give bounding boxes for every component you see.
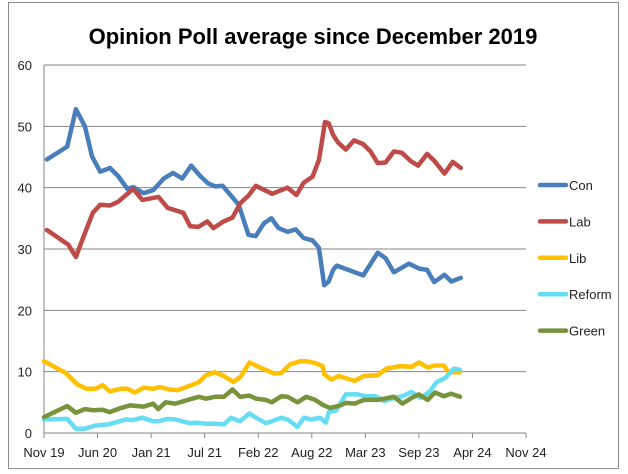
series-line-con bbox=[44, 106, 464, 288]
legend-label-con: Con bbox=[569, 178, 593, 193]
y-tick-label: 10 bbox=[18, 365, 32, 380]
x-tick-label: Jul 21 bbox=[187, 445, 222, 460]
axes: 0 10 20 30 40 50 60 Nov 19 Jun 20 Jan 21 Jul 21 Feb… bbox=[18, 58, 547, 460]
legend-label-green: Green bbox=[569, 324, 605, 339]
x-tick-label: Jan 21 bbox=[132, 445, 171, 460]
legend: Con Lab Lib Reform Green bbox=[537, 178, 612, 339]
y-tick-label: 30 bbox=[18, 242, 32, 257]
y-tick-label: 0 bbox=[25, 426, 32, 441]
x-tick-label: Aug 22 bbox=[291, 445, 332, 460]
legend-label-lib: Lib bbox=[569, 251, 586, 266]
x-tick-label: Sep 23 bbox=[398, 445, 439, 460]
series-line-green bbox=[41, 387, 463, 420]
series-lines bbox=[41, 106, 464, 431]
x-tick-label: Nov 24 bbox=[505, 445, 546, 460]
y-tick-label: 40 bbox=[18, 181, 32, 196]
chart-frame bbox=[8, 2, 619, 469]
x-tick-label: Nov 19 bbox=[23, 445, 64, 460]
x-tick-label: Apr 24 bbox=[453, 445, 491, 460]
y-tick-label: 60 bbox=[18, 58, 32, 73]
x-tick-label: Feb 22 bbox=[238, 445, 278, 460]
legend-label-reform: Reform bbox=[569, 287, 612, 302]
y-tick-label: 20 bbox=[18, 303, 32, 318]
series-line-lab bbox=[44, 119, 464, 260]
x-tick-label: Jun 20 bbox=[78, 445, 117, 460]
legend-label-lab: Lab bbox=[569, 214, 591, 229]
y-tick-label: 50 bbox=[18, 119, 32, 134]
gridlines bbox=[44, 64, 526, 373]
series-line-lib bbox=[41, 358, 463, 395]
chart-title: Opinion Poll average since December 2019 bbox=[89, 24, 538, 49]
x-tick-label: Mar 23 bbox=[345, 445, 385, 460]
